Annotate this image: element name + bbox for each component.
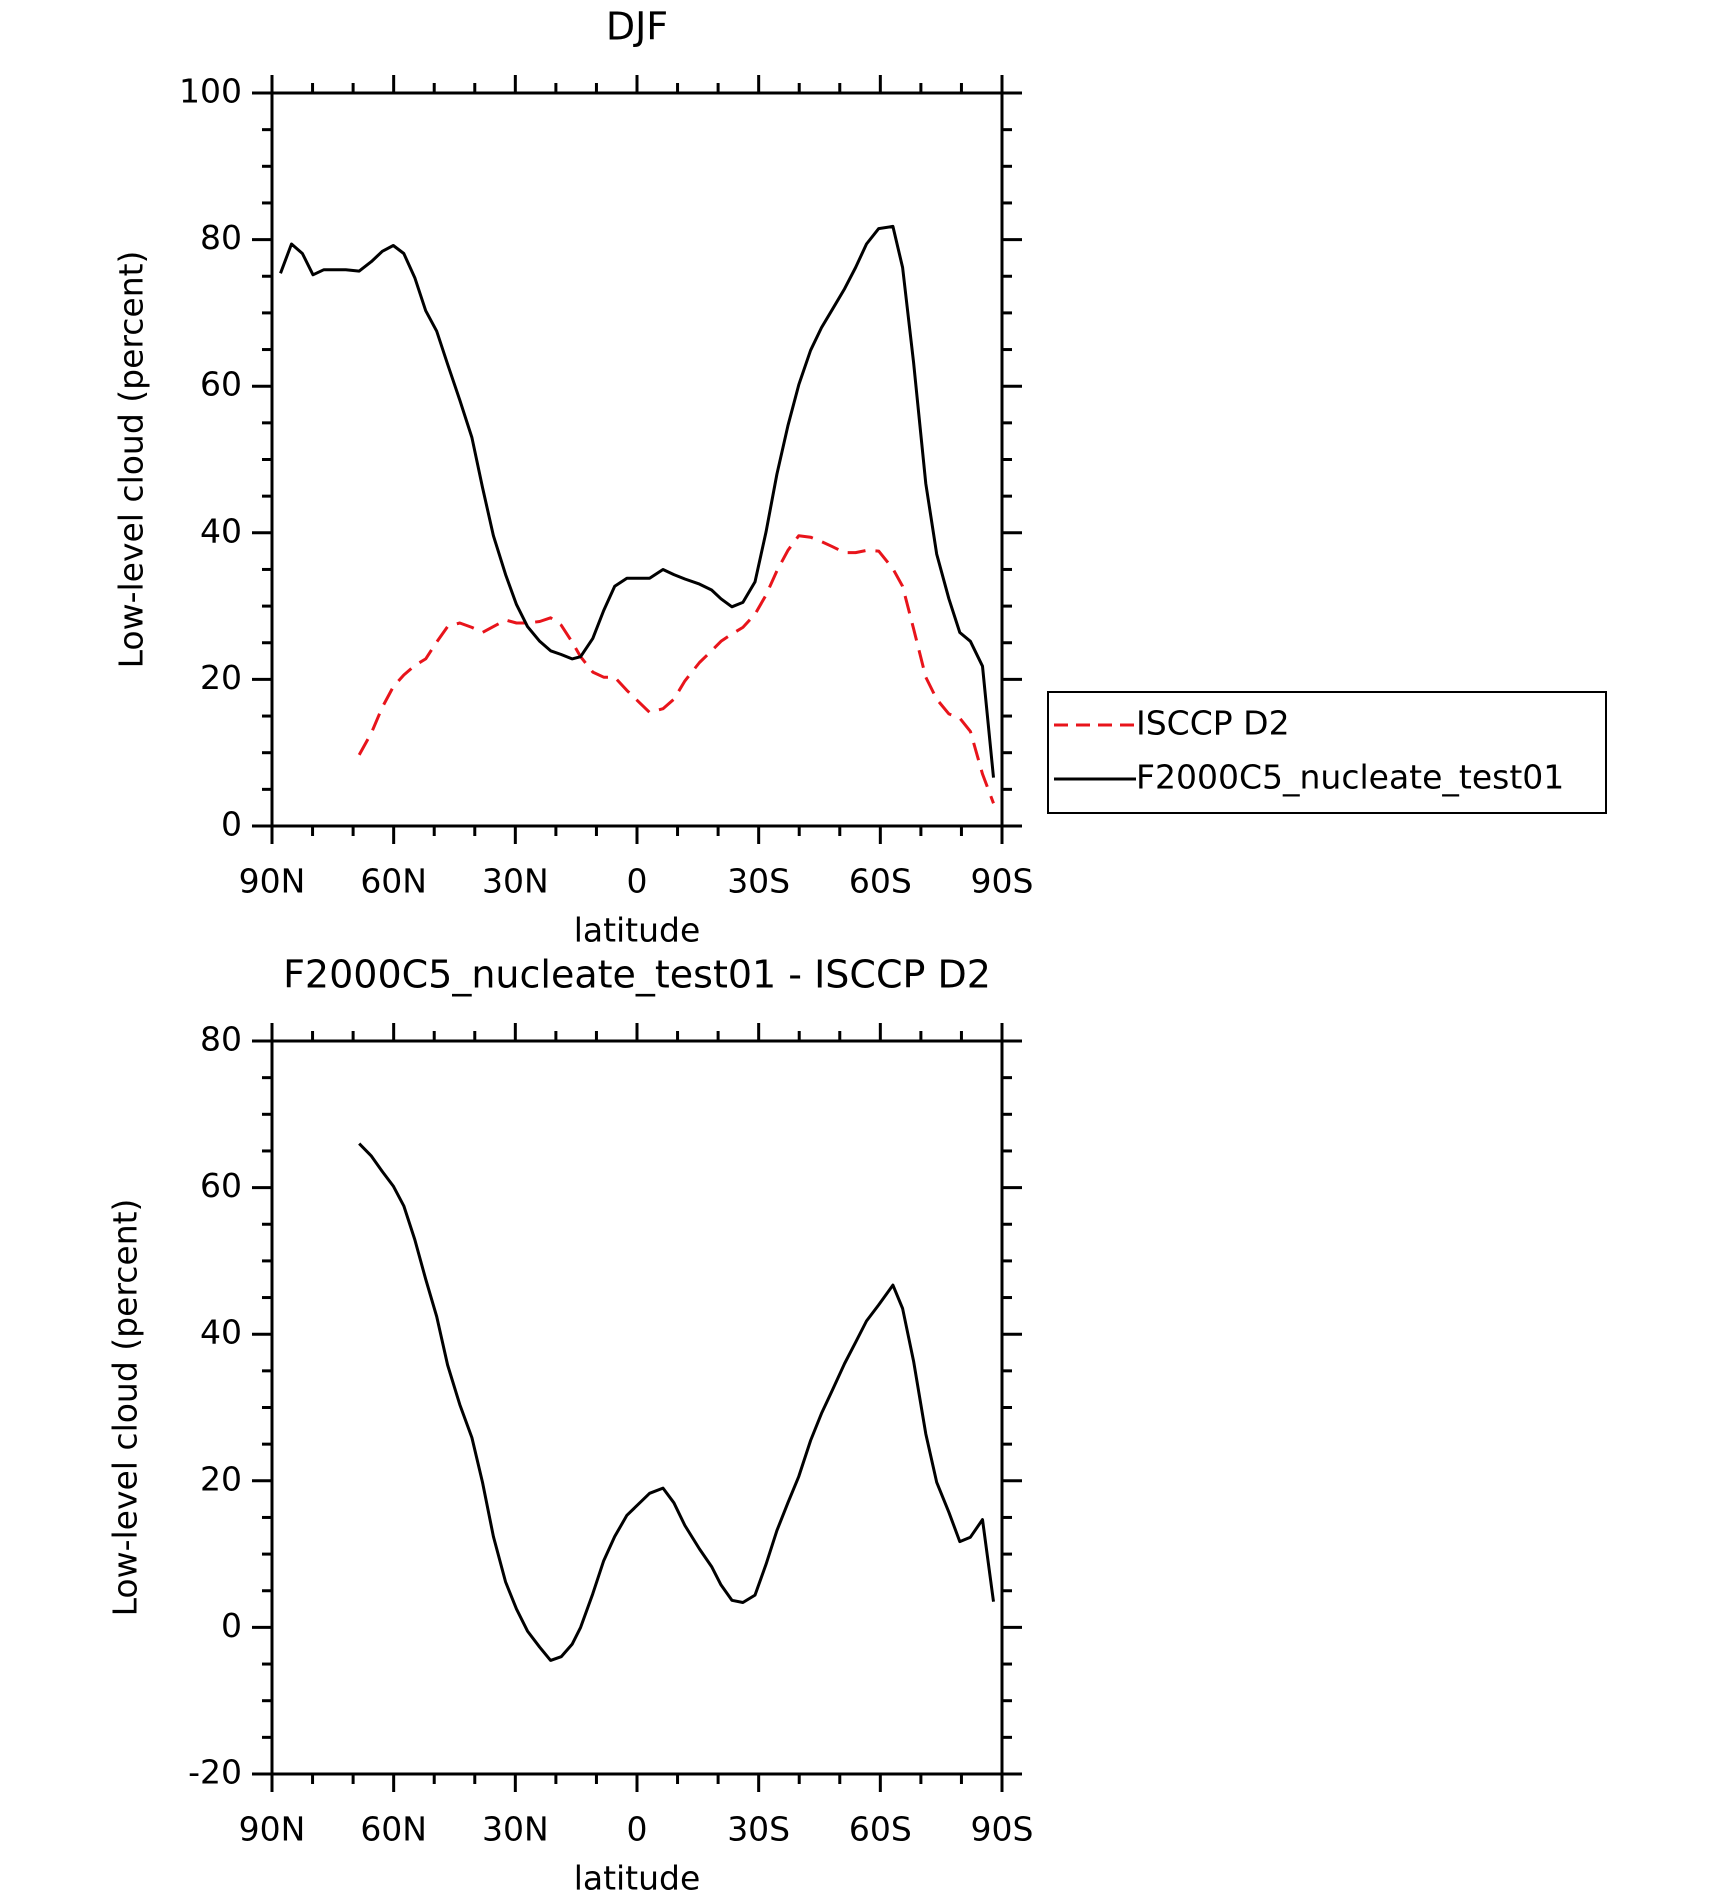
x-tick-label: 30N [482, 862, 549, 901]
y-tick-label: 40 [200, 1313, 242, 1352]
x-tick-label: 30N [482, 1810, 549, 1849]
y-tick-label: 100 [179, 72, 242, 111]
y-tick-label: 0 [221, 805, 242, 844]
x-tick-label: 90N [239, 1810, 306, 1849]
legend-label: ISCCP D2 [1136, 704, 1290, 743]
x-tick-label: 60N [360, 862, 427, 901]
data-line [358, 1142, 995, 1662]
x-tick-label: 30S [727, 1810, 790, 1849]
chart-title: DJF [606, 5, 668, 49]
y-tick-label: 60 [200, 1166, 242, 1205]
legend-label: F2000C5_nucleate_test01 [1136, 758, 1564, 797]
y-tick-label: 60 [200, 365, 242, 404]
x-tick-label: 60N [360, 1810, 427, 1849]
x-tick-label: 30S [727, 862, 790, 901]
x-axis-label: latitude [574, 911, 701, 950]
y-tick-label: 80 [200, 1020, 242, 1059]
plot-frame [270, 1039, 1004, 1776]
y-tick-label: 20 [200, 658, 242, 697]
y-tick-label: 20 [200, 1459, 242, 1498]
x-axis-label: latitude [574, 1859, 701, 1894]
x-tick-label: 90S [971, 1810, 1034, 1849]
plot-frame [270, 91, 1004, 828]
y-tick-label: 40 [200, 511, 242, 550]
y-tick-label: 0 [221, 1606, 242, 1645]
y-axis-label: Low-level cloud (percent) [106, 1199, 145, 1617]
x-tick-label: 60S [849, 862, 912, 901]
x-tick-label: 90N [239, 862, 306, 901]
legend-box [1047, 691, 1607, 814]
x-tick-label: 90S [971, 862, 1034, 901]
x-tick-label: 0 [627, 1810, 648, 1849]
y-tick-label: -20 [188, 1753, 242, 1792]
x-tick-label: 60S [849, 1810, 912, 1849]
data-line [357, 534, 995, 804]
y-tick-label: 80 [200, 218, 242, 257]
chart-title: F2000C5_nucleate_test01 - ISCCP D2 [283, 953, 991, 997]
y-axis-label: Low-level cloud (percent) [112, 251, 151, 669]
x-tick-label: 0 [627, 862, 648, 901]
data-line [279, 224, 995, 778]
